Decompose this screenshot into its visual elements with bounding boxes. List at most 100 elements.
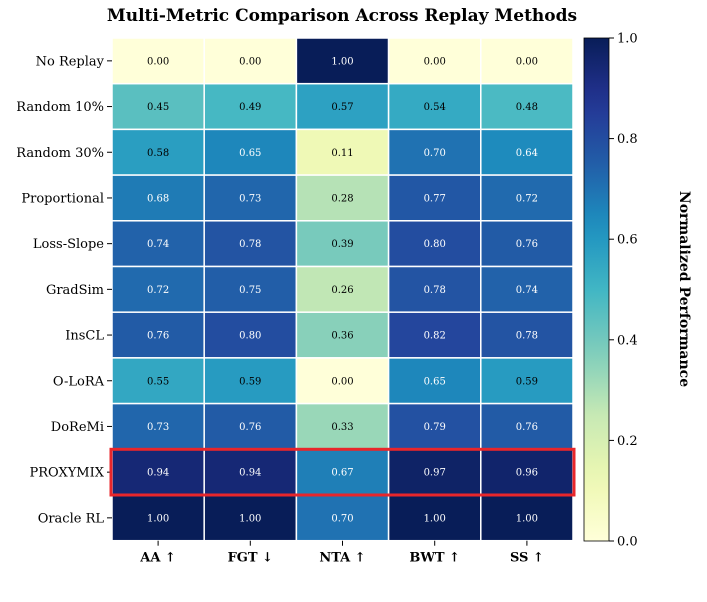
highlight-rect <box>109 447 576 497</box>
colorbar-tick-label: 0.4 <box>617 333 638 348</box>
cell-value-label: 0.78 <box>516 331 538 342</box>
row-labels: No Replay Random 10% Random 30% Proportiona… <box>16 54 112 526</box>
cell-value-label: 0.76 <box>239 422 261 433</box>
colorbar-tick-label: 0.6 <box>617 233 638 248</box>
cell-value-label: 0.73 <box>239 193 261 204</box>
colorbar-ticks: 0.0 0.2 0.4 0.6 0.8 1.0 <box>609 32 638 550</box>
cell-value-label: 0.11 <box>331 148 353 159</box>
cell-value-label: 0.67 <box>331 468 353 479</box>
cell-value-label: 0.33 <box>331 422 353 433</box>
heatmap-cell <box>203 37 298 85</box>
cell-value-label: 0.59 <box>239 376 261 387</box>
heatmap-cell <box>387 174 482 222</box>
cell-value-label: 0.00 <box>239 56 261 67</box>
cell-value-label: 0.72 <box>147 285 169 296</box>
heatmap-cell <box>111 311 205 359</box>
colorbar-tick-label: 0.2 <box>617 434 638 449</box>
cell-value-label: 1.00 <box>516 513 538 524</box>
heatmap-cell <box>203 174 298 222</box>
cell-value-label: 0.65 <box>239 148 261 159</box>
row-label: Oracle RL <box>38 511 105 526</box>
row-label: DoReMi <box>51 420 104 435</box>
heatmap-cell <box>203 357 298 405</box>
heatmap-cell <box>295 174 390 222</box>
column-label: FGT ↓ <box>228 551 273 566</box>
row-label: PROXYMIX <box>29 466 104 481</box>
cell-value-label: 0.80 <box>239 331 261 342</box>
heatmap-cell <box>295 494 390 542</box>
row-label: Proportional <box>21 191 104 206</box>
cell-value-label: 0.26 <box>331 285 353 296</box>
column-label: NTA ↑ <box>319 551 365 566</box>
heatmap-cell <box>480 448 574 496</box>
cell-value-label: 0.94 <box>147 468 169 479</box>
cell-value-label: 0.79 <box>424 422 446 433</box>
heatmap-cell <box>387 448 482 496</box>
heatmap-cell <box>295 220 390 268</box>
column-label: BWT ↑ <box>409 551 460 566</box>
column-labels: AA ↑ FGT ↓ NTA ↑ BWT ↑ SS ↑ <box>139 540 544 566</box>
colorbar-tick-label: 0.0 <box>617 535 638 550</box>
cell-value-label: 1.00 <box>239 513 261 524</box>
cell-value-label: 0.00 <box>331 376 353 387</box>
cell-value-label: 0.00 <box>147 56 169 67</box>
cell-value-label: 0.78 <box>424 285 446 296</box>
colorbar-gradient <box>583 37 610 542</box>
cell-value-label: 0.57 <box>331 102 353 113</box>
cell-value-label: 0.97 <box>424 468 446 479</box>
cell-value-label: 0.64 <box>516 148 538 159</box>
heatmap-cell <box>387 128 482 176</box>
heatmap-cell <box>480 82 574 131</box>
cell-value-label: 0.72 <box>516 193 538 204</box>
heatmap-cell <box>203 265 298 313</box>
heatmap-cells: 0.00 0.00 1.00 0.00 0.00 0.45 0.49 0.57 0.54 0.48… <box>111 37 574 542</box>
cell-value-label: 0.74 <box>516 285 538 296</box>
cell-value-label: 0.59 <box>516 376 538 387</box>
cell-value-label: 0.55 <box>147 376 169 387</box>
cell-value-label: 0.76 <box>147 331 169 342</box>
cell-value-label: 0.75 <box>239 285 261 296</box>
heatmap-cell <box>387 494 482 542</box>
heatmap-cell <box>295 448 390 496</box>
cell-value-label: 0.70 <box>331 513 353 524</box>
row-label: GradSim <box>46 283 104 298</box>
cell-value-label: 0.58 <box>147 148 169 159</box>
heatmap-cell <box>387 265 482 313</box>
column-label: AA ↑ <box>139 551 176 566</box>
heatmap-cell <box>203 220 298 268</box>
cell-value-label: 0.54 <box>424 102 446 113</box>
heatmap-cell <box>203 128 298 176</box>
cell-value-label: 0.39 <box>331 239 353 250</box>
cell-value-label: 0.76 <box>516 422 538 433</box>
cell-value-label: 0.00 <box>516 56 538 67</box>
row-label: Random 30% <box>16 146 104 161</box>
row-label: InsCL <box>65 329 104 344</box>
cell-value-label: 0.28 <box>331 193 353 204</box>
cell-value-label: 1.00 <box>331 56 353 67</box>
column-label: SS ↑ <box>510 551 544 566</box>
chart-title: Multi-Metric Comparison Across Replay Me… <box>107 6 577 26</box>
heatmap-cell <box>111 220 205 268</box>
cell-value-label: 0.68 <box>147 193 169 204</box>
heatmap-cell <box>480 357 574 405</box>
cell-value-label: 0.74 <box>147 239 169 250</box>
cell-value-label: 1.00 <box>424 513 446 524</box>
cell-value-label: 0.70 <box>424 148 446 159</box>
colorbar-label: Normalized Performance <box>676 191 692 387</box>
cell-value-label: 0.82 <box>424 331 446 342</box>
cell-value-label: 0.96 <box>516 468 538 479</box>
cell-value-label: 0.48 <box>516 102 538 113</box>
cell-value-label: 0.73 <box>147 422 169 433</box>
cell-value-label: 0.94 <box>239 468 261 479</box>
heatmap-cell <box>480 265 574 313</box>
heatmap-cell <box>203 448 298 496</box>
colorbar-tick-label: 1.0 <box>617 32 638 47</box>
row-label: No Replay <box>36 54 105 69</box>
row-label: Random 10% <box>16 100 104 115</box>
row-label: O-LoRA <box>53 374 105 389</box>
heatmap-cell <box>295 82 390 131</box>
cell-value-label: 0.49 <box>239 102 261 113</box>
heatmap-cell <box>111 357 205 405</box>
